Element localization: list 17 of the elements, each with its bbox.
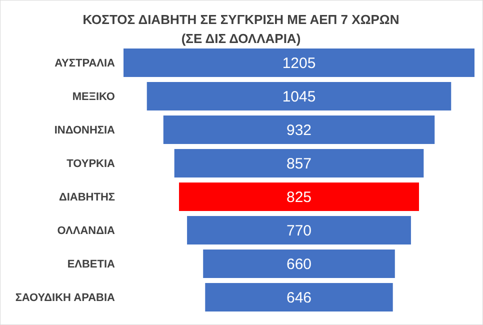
category-label: ΟΛΛΑΝΔΙΑ (57, 225, 116, 238)
category-label: ΤΟΥΡΚΙΑ (66, 158, 116, 170)
data-label: 770 (286, 222, 312, 240)
category-label: ΣΑΟΥΔΙΚΗ ΑΡΑΒΙΑ (15, 292, 116, 304)
data-label: 857 (286, 156, 312, 172)
category-label: ΙΝΔΟΝΗΣΙΑ (54, 124, 116, 137)
category-label: ΜΕΞΙΚΟ (72, 91, 116, 104)
category-label: ΔΙΑΒΗΤΗΣ (58, 192, 116, 204)
text: ΚΟΣΤΟΣ ΔΙΑΒΗΤΗ ΣΕ ΣΥΓΚΡΙΣΗ ΜΕ ΑΕΠ 7 ΧΩΡΩΝ (ΣΕ ΔΙΣ ΔΟΛΛΑΡΙΑ) (82, 12, 400, 46)
data-label: 1045 (282, 88, 316, 106)
data-label: 646 (286, 290, 312, 307)
category-label: ΑΥΣΤΡΑΛΙΑ (54, 58, 116, 70)
data-label: 1205 (282, 54, 316, 72)
data-label: 660 (286, 256, 312, 274)
category-label: ΕΛΒΕΤΙΑ (67, 258, 116, 271)
data-label: 932 (286, 122, 312, 139)
data-label: 825 (286, 189, 312, 206)
